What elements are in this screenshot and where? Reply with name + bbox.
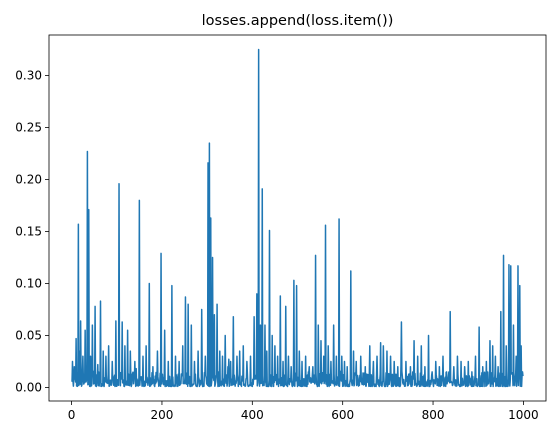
y-tick-label: 0.05 — [15, 328, 42, 342]
x-tick-label: 1000 — [508, 408, 539, 422]
y-tick-label: 0.25 — [15, 121, 42, 135]
y-tick-label: 0.20 — [15, 173, 42, 187]
x-axis-ticks: 0 200 400 600 800 1000 — [68, 401, 539, 422]
chart-title: losses.append(loss.item()) — [202, 13, 394, 29]
x-tick-label: 600 — [331, 408, 354, 422]
x-tick-label: 0 — [68, 408, 76, 422]
y-tick-label: 0.10 — [15, 277, 42, 291]
x-tick-label: 400 — [241, 408, 264, 422]
y-axis-ticks: 0.00 0.05 0.10 0.15 0.20 0.25 0.30 — [15, 69, 49, 394]
x-tick-label: 800 — [422, 408, 445, 422]
x-tick-label: 200 — [151, 408, 174, 422]
loss-series-line — [71, 48, 524, 388]
y-tick-label: 0.00 — [15, 380, 42, 394]
y-tick-label: 0.15 — [15, 225, 42, 239]
axes-frame — [48, 34, 547, 402]
y-tick-label: 0.30 — [15, 69, 42, 83]
